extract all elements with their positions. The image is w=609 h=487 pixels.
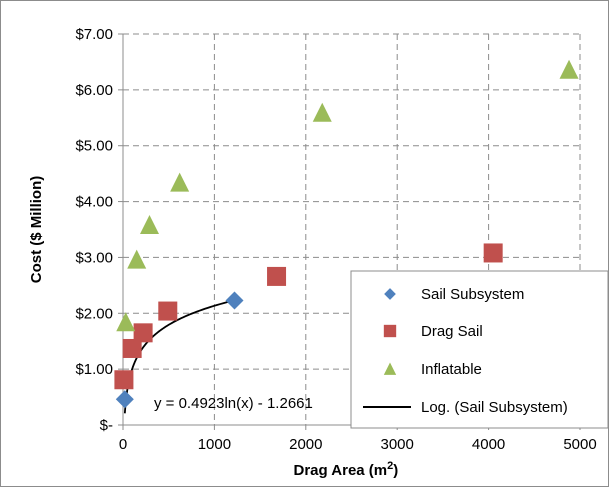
x-axis-title-superscript: 2 [387,460,393,472]
legend-marker-triangle [383,362,397,375]
point-triangle-3 [170,172,190,192]
y-tick-label-1: $1.00 [75,361,113,378]
x-tick-label-4: 4000 [472,436,505,453]
y-tick-label-2: $2.00 [75,305,113,322]
legend-marker-diamond [384,288,396,300]
legend-box [350,270,608,429]
point-triangle-4 [312,102,332,122]
data-points [114,59,579,409]
point-triangle-5 [559,59,579,79]
point-square-0 [114,370,134,390]
legend-label-trendline: Log. (Sail Subsystem) [421,399,568,416]
y-tick-label-7: $7.00 [75,26,113,43]
y-tick-label-5: $5.00 [75,138,113,155]
x-axis-title-main: Drag Area (m [294,462,388,479]
point-square-5 [483,243,503,263]
point-diamond-0 [115,390,134,409]
legend-marker-square [383,324,397,338]
tick-labels: $- $1.00 $2.00 $3.00 $4.00 $5.00 $6.00 $7.00 0 10… [75,26,596,453]
trendline-equation: y = 0.4923ln(x) - 1.2661 [154,395,313,412]
y-tick-label-3: $3.00 [75,249,113,266]
point-triangle-2 [140,215,160,235]
point-square-4 [267,266,287,286]
point-triangle-0 [116,312,136,332]
x-axis-title-end: ) [393,462,398,479]
point-square-2 [133,323,153,343]
x-tick-label-3: 3000 [381,436,414,453]
legend: Sail Subsystem Drag Sail Inflatable Log. (S… [350,270,608,429]
point-triangle-1 [127,249,147,269]
x-tick-label-1: 1000 [198,436,231,453]
legend-label-1: Drag Sail [421,323,483,340]
x-tick-label-0: 0 [119,436,127,453]
x-axis-title: Drag Area (m2) [294,460,399,479]
y-axis-title: Cost ($ Million) [28,176,45,284]
legend-label-2: Inflatable [421,361,482,378]
point-diamond-1 [225,291,244,310]
point-square-3 [158,301,178,321]
x-tick-label-2: 2000 [289,436,322,453]
x-tick-label-5: 5000 [563,436,596,453]
point-square-1 [122,338,142,358]
y-tick-label-4: $4.00 [75,194,113,211]
legend-label-0: Sail Subsystem [421,286,524,303]
y-tick-label-0: $- [100,417,113,434]
y-tick-label-6: $6.00 [75,82,113,99]
